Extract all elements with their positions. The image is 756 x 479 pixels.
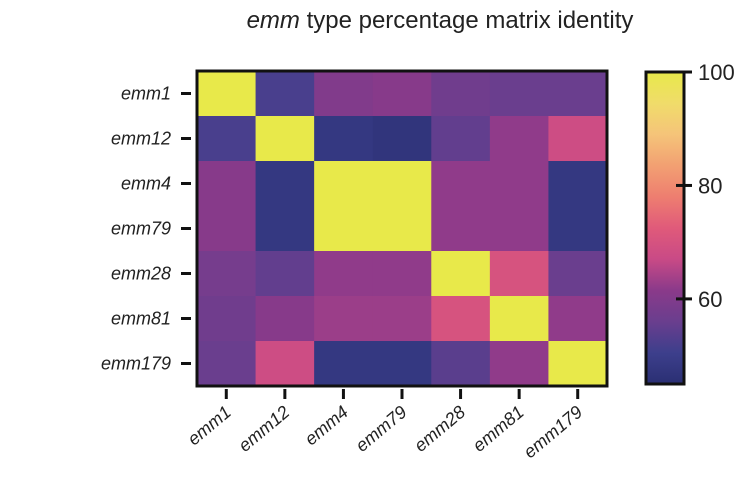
colorbar-tick-label: 100 — [698, 60, 735, 85]
heatmap-cell — [372, 206, 432, 252]
heatmap-cell — [548, 341, 608, 387]
heatmap-cell — [372, 251, 432, 297]
row-tick-label: emm179 — [101, 354, 171, 374]
heatmap-cells — [197, 71, 608, 387]
heatmap-cell — [372, 296, 432, 342]
heatmap-cell — [489, 341, 549, 387]
row-tick-group: emm1 emm12 emm4 emm79 emm28 emm81 emm179 — [101, 84, 191, 374]
heatmap-cell — [314, 206, 374, 252]
heatmap-cell — [431, 341, 491, 387]
heatmap-cell — [489, 161, 549, 207]
row-tick-label: emm1 — [121, 84, 171, 104]
heatmap-cell — [489, 251, 549, 297]
heatmap-cell — [372, 116, 432, 162]
column-tick-label: emm79 — [352, 402, 411, 456]
heatmap-cell — [255, 296, 315, 342]
colorbar-gradient — [644, 70, 686, 386]
heatmap-cell — [314, 296, 374, 342]
heatmap-cell — [548, 71, 608, 117]
heatmap-cell — [489, 296, 549, 342]
heatmap-cell — [431, 116, 491, 162]
heatmap-cell — [197, 341, 257, 387]
heatmap-cell — [372, 341, 432, 387]
heatmap-cell — [314, 341, 374, 387]
column-tick-label: emm179 — [520, 402, 587, 462]
heatmap-cell — [431, 161, 491, 207]
heatmap-cell — [431, 251, 491, 297]
row-tick-label: emm81 — [111, 309, 171, 329]
heatmap-cell — [548, 206, 608, 252]
colorbar-tick-label: 60 — [698, 287, 722, 312]
heatmap-cell — [255, 71, 315, 117]
heatmap-cell — [431, 296, 491, 342]
colorbar: 60 80 100 — [644, 60, 735, 386]
heatmap-cell — [314, 251, 374, 297]
colorbar-tick-label: 80 — [698, 173, 722, 198]
heatmap-cell — [255, 341, 315, 387]
heatmap-cell — [314, 71, 374, 117]
heatmap-cell — [197, 251, 257, 297]
heatmap-cell — [197, 296, 257, 342]
heatmap-cell — [255, 251, 315, 297]
column-tick-label: emm81 — [469, 402, 528, 456]
chart-title: emm type percentage matrix identity — [247, 7, 634, 34]
heatmap-cell — [197, 206, 257, 252]
heatmap-cell — [548, 251, 608, 297]
column-tick-label: emm1 — [184, 402, 235, 449]
heatmap-cell — [197, 161, 257, 207]
heatmap-cell — [255, 206, 315, 252]
heatmap-cell — [314, 116, 374, 162]
heatmap-cell — [489, 206, 549, 252]
heatmap-cell — [197, 116, 257, 162]
plot-frame — [195, 69, 609, 388]
row-tick-label: emm28 — [111, 264, 171, 284]
heatmap-cell — [197, 71, 257, 117]
chart-title-rest: type percentage matrix identity — [300, 7, 634, 34]
heatmap-cell — [255, 161, 315, 207]
heatmap-cell — [548, 296, 608, 342]
heatmap-cell — [372, 71, 432, 117]
column-tick-label: emm28 — [410, 402, 469, 456]
row-tick-label: emm79 — [111, 219, 171, 239]
heatmap-cell — [548, 161, 608, 207]
heatmap-cell — [489, 116, 549, 162]
heatmap-cell — [314, 161, 374, 207]
heatmap-cell — [548, 116, 608, 162]
column-tick-label: emm12 — [235, 402, 294, 456]
chart-title-italic: emm — [247, 7, 300, 34]
heatmap-cell — [489, 71, 549, 117]
heatmap-cell — [255, 116, 315, 162]
column-tick-label: emm4 — [301, 402, 352, 449]
row-tick-label: emm12 — [111, 129, 171, 149]
row-tick-label: emm4 — [121, 174, 171, 194]
heatmap-cell — [431, 71, 491, 117]
heatmap-cell — [431, 206, 491, 252]
heatmap-cell — [372, 161, 432, 207]
